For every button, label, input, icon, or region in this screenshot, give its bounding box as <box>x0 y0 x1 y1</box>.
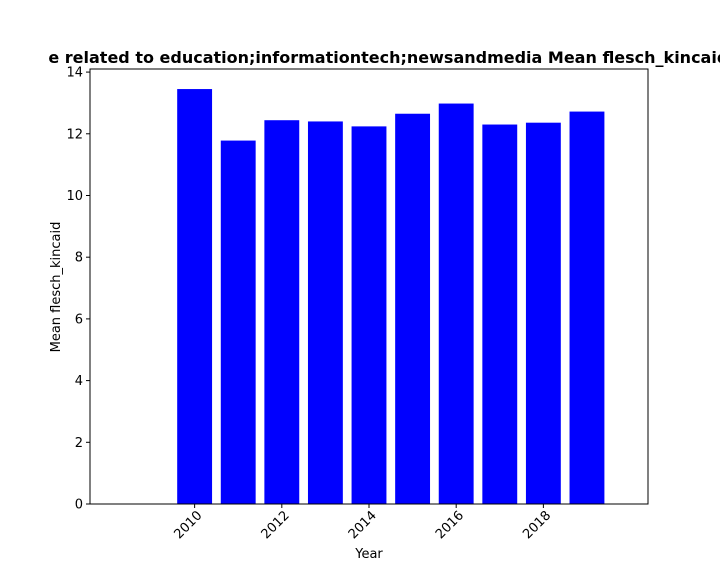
bar-2014 <box>351 126 387 504</box>
bar-2016 <box>438 103 474 504</box>
chart-title: e related to education;informationtech;n… <box>48 48 720 67</box>
bar-2017 <box>482 124 518 504</box>
x-tick-label-2012: 2012 <box>259 508 293 542</box>
bar-2011 <box>220 140 256 504</box>
x-axis-label: Year <box>354 547 383 562</box>
bar-2013 <box>307 121 343 504</box>
bar-2012 <box>264 120 300 504</box>
bar-2019 <box>569 111 605 505</box>
bar-2010 <box>177 89 213 504</box>
x-axis: 2010 2012 2014 2016 2018 <box>171 504 554 542</box>
y-tick-label-6: 6 <box>75 312 83 327</box>
bars-group <box>177 89 605 505</box>
y-axis-label: Mean flesch_kincaid <box>49 222 64 353</box>
x-tick-label-2010: 2010 <box>171 508 205 542</box>
y-tick-label-0: 0 <box>75 498 83 513</box>
y-tick-label-8: 8 <box>75 251 83 266</box>
y-tick-label-14: 14 <box>66 66 83 81</box>
y-axis: 0 2 4 6 8 10 12 14 <box>66 66 90 513</box>
y-tick-label-10: 10 <box>66 189 83 204</box>
x-tick-label-2014: 2014 <box>346 508 380 542</box>
y-tick-label-2: 2 <box>75 436 83 451</box>
y-tick-label-4: 4 <box>75 374 83 389</box>
x-tick-label-2018: 2018 <box>520 508 554 542</box>
bar-2018 <box>525 122 561 505</box>
y-tick-label-12: 12 <box>66 127 83 142</box>
bar-2015 <box>395 113 431 504</box>
x-tick-label-2016: 2016 <box>433 508 467 542</box>
